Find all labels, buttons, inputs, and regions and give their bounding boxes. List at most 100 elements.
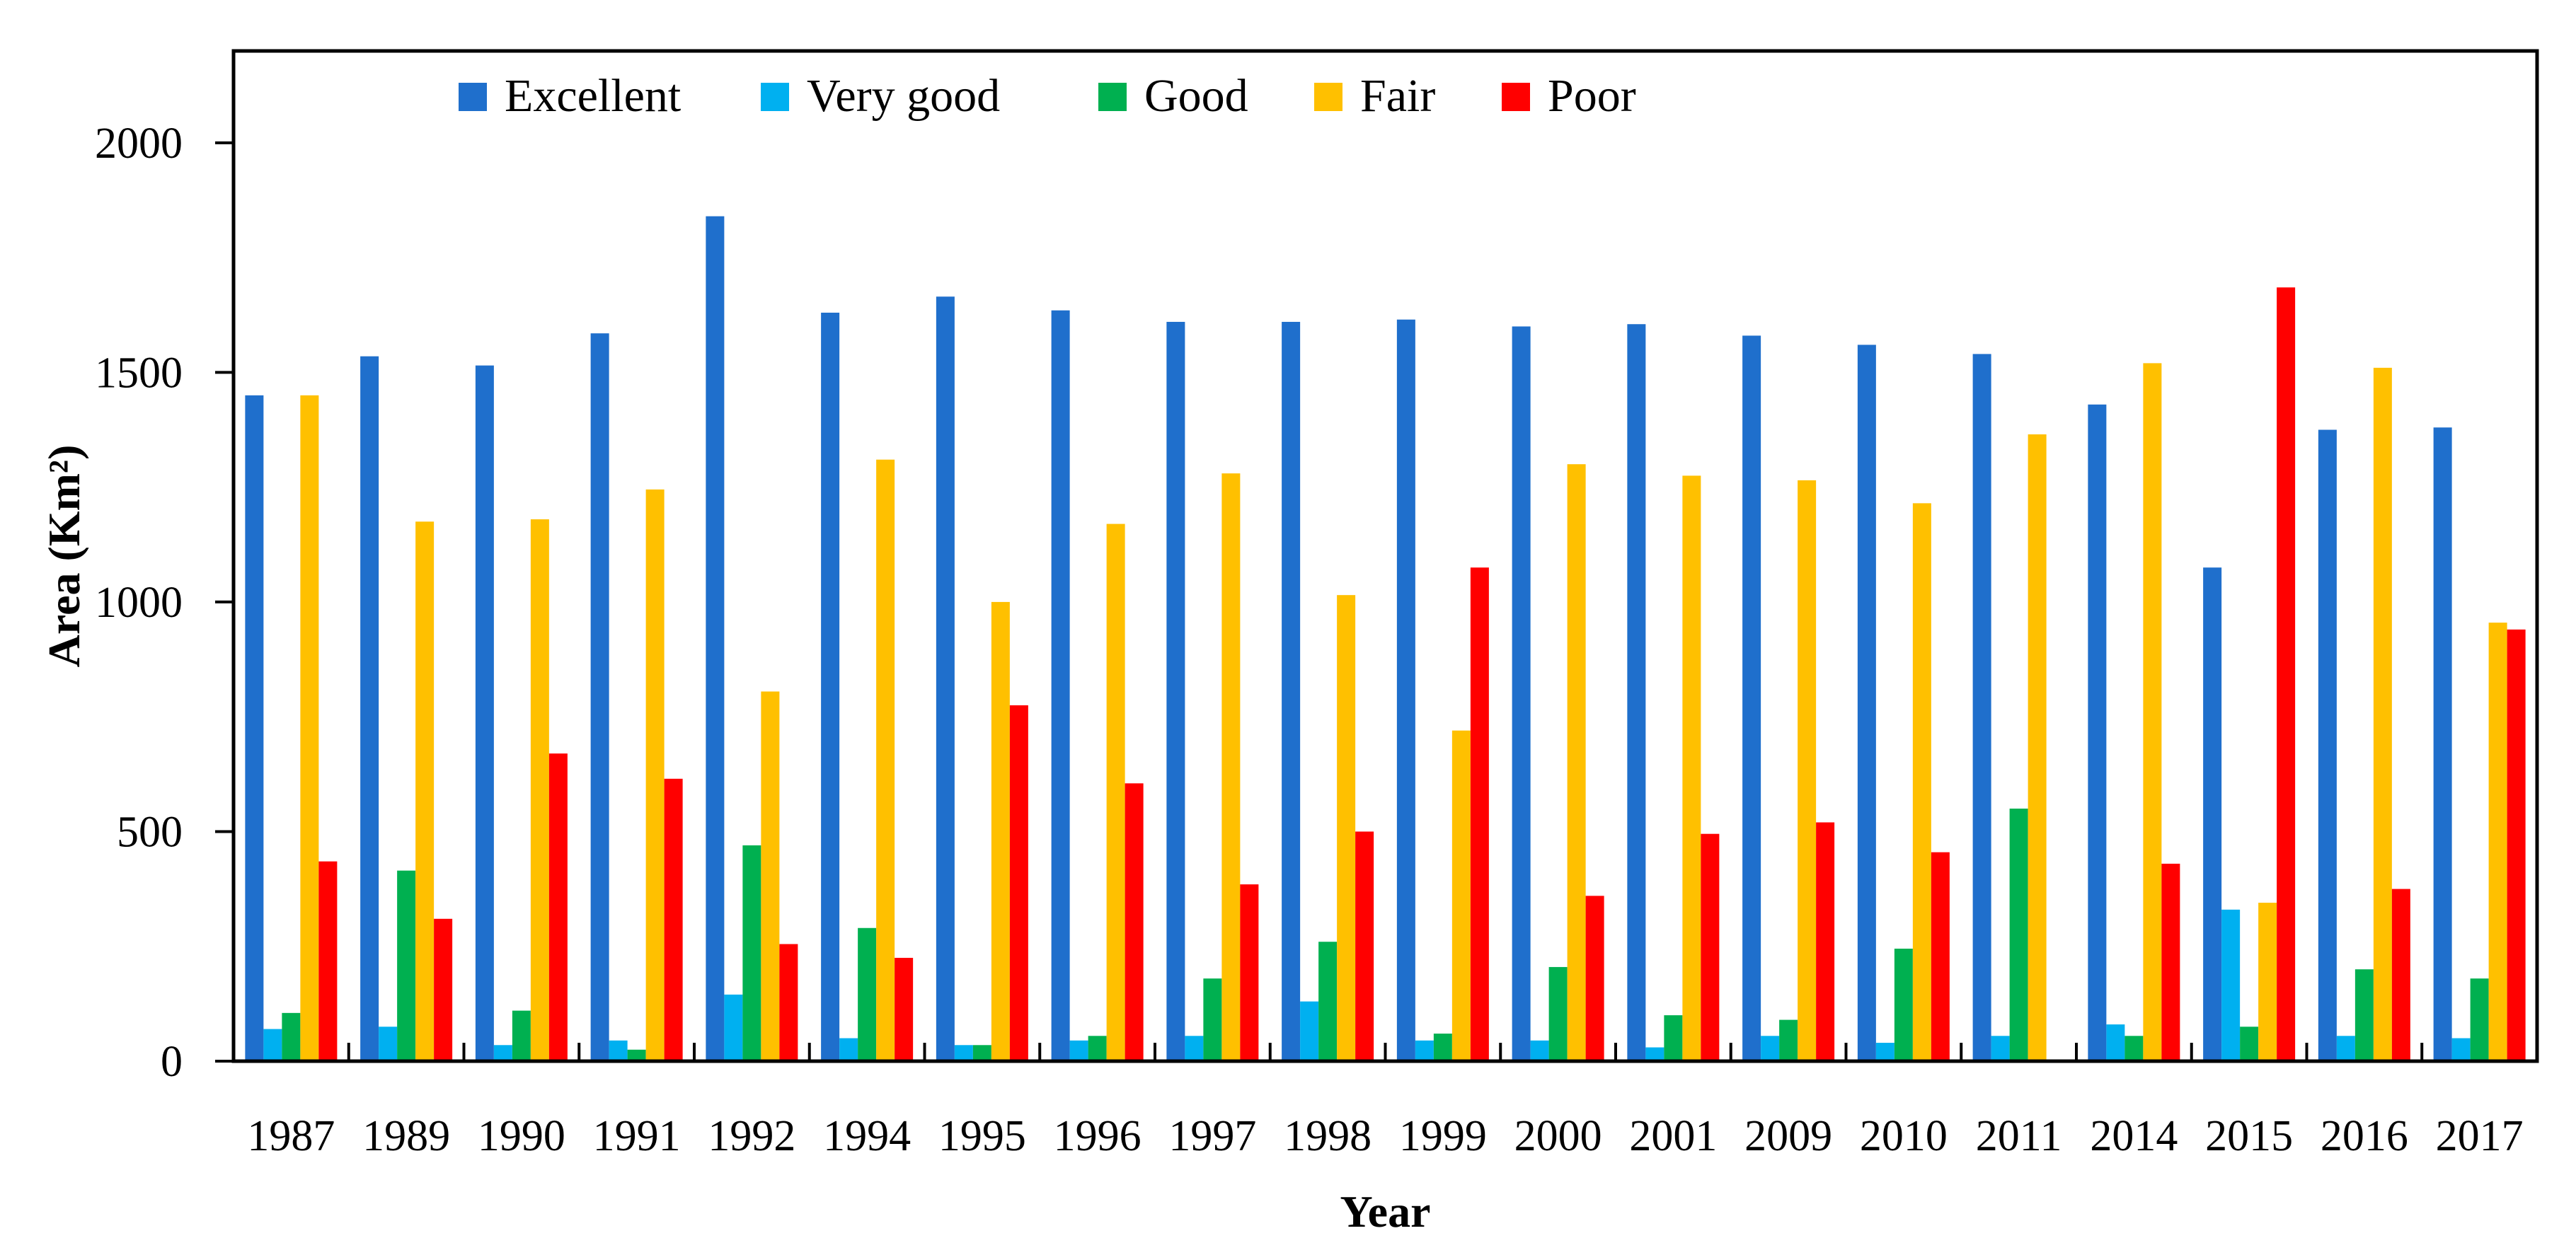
x-tick-label: 2015 xyxy=(2205,1112,2293,1160)
bar-good-1987 xyxy=(282,1012,301,1061)
bar-excellent-1990 xyxy=(475,365,494,1061)
bar-poor-2017 xyxy=(2507,629,2526,1061)
x-tick-label: 2001 xyxy=(1629,1112,1717,1160)
bar-fair-1989 xyxy=(415,521,435,1061)
bar-excellent-1994 xyxy=(821,312,840,1061)
bar-good-1997 xyxy=(1203,978,1222,1061)
bar-good-1998 xyxy=(1318,942,1338,1061)
legend-label-good: Good xyxy=(1144,70,1248,122)
bar-excellent-2011 xyxy=(1972,354,1991,1061)
bar-fair-1997 xyxy=(1221,473,1241,1061)
bar-good-2016 xyxy=(2354,969,2374,1061)
bar-very-good-2009 xyxy=(1761,1036,1780,1061)
bar-good-1994 xyxy=(858,927,877,1061)
bar-fair-1999 xyxy=(1451,730,1471,1061)
bar-good-1989 xyxy=(397,870,416,1061)
x-tick-label: 2000 xyxy=(1514,1112,1602,1160)
bar-poor-1991 xyxy=(664,778,683,1061)
bar-excellent-1992 xyxy=(706,216,725,1061)
bar-poor-1989 xyxy=(434,918,453,1061)
bar-poor-2010 xyxy=(1931,852,1950,1061)
y-tick-label: 0 xyxy=(161,1038,183,1086)
bar-very-good-1990 xyxy=(493,1045,512,1061)
y-tick-label: 500 xyxy=(117,808,183,856)
bar-poor-2015 xyxy=(2277,287,2296,1061)
x-tick-label: 1994 xyxy=(823,1112,911,1160)
bar-very-good-1987 xyxy=(263,1029,282,1061)
legend-label-excellent: Excellent xyxy=(505,70,681,122)
bar-very-good-2015 xyxy=(2221,909,2241,1061)
bar-good-1991 xyxy=(627,1049,646,1061)
bar-excellent-1987 xyxy=(245,395,264,1061)
bar-good-1995 xyxy=(972,1045,991,1061)
bar-excellent-2015 xyxy=(2203,567,2222,1061)
x-tick-label: 2009 xyxy=(1744,1112,1832,1160)
bar-very-good-2011 xyxy=(1991,1036,2010,1061)
x-tick-label: 2017 xyxy=(2436,1112,2524,1160)
y-axis-title: Area (Km²) xyxy=(39,445,89,668)
bar-poor-1998 xyxy=(1355,831,1374,1061)
bar-excellent-2010 xyxy=(1857,345,1876,1061)
bar-good-1990 xyxy=(512,1010,531,1061)
bar-fair-2016 xyxy=(2373,367,2392,1061)
legend-swatch-good xyxy=(1098,83,1127,111)
x-tick-label: 1998 xyxy=(1284,1112,1372,1160)
x-tick-label: 1987 xyxy=(247,1112,335,1160)
bar-poor-2001 xyxy=(1701,833,1720,1061)
bar-fair-1998 xyxy=(1337,595,1356,1061)
x-tick-label: 2016 xyxy=(2321,1112,2408,1160)
bar-very-good-1999 xyxy=(1415,1040,1434,1061)
bar-excellent-1997 xyxy=(1166,321,1185,1061)
bar-poor-2009 xyxy=(1816,822,1835,1061)
bar-poor-2014 xyxy=(2161,863,2180,1061)
bar-very-good-1989 xyxy=(379,1026,398,1061)
legend-label-fair: Fair xyxy=(1360,70,1435,122)
bar-fair-2015 xyxy=(2258,903,2277,1061)
x-tick-label: 1990 xyxy=(478,1112,565,1160)
y-axis: 0 500 1000 1500 2000 xyxy=(95,120,234,1086)
bar-very-good-2010 xyxy=(1875,1043,1894,1061)
bar-very-good-2016 xyxy=(2336,1036,2355,1061)
bar-very-good-1992 xyxy=(724,994,743,1061)
x-tick-label: 2010 xyxy=(1860,1112,1948,1160)
bar-excellent-2017 xyxy=(2433,427,2452,1061)
bars-layer xyxy=(245,216,2526,1062)
legend-swatch-poor xyxy=(1502,83,1530,111)
legend-label-poor: Poor xyxy=(1548,70,1636,122)
bar-excellent-1998 xyxy=(1282,321,1301,1061)
bar-excellent-1991 xyxy=(590,333,609,1061)
x-axis: 1987 1989 1990 1991 1992 1994 1995 1996 1997 1998… xyxy=(247,1043,2524,1160)
bar-fair-1991 xyxy=(645,489,665,1061)
bar-very-good-2017 xyxy=(2451,1038,2471,1061)
bar-good-2014 xyxy=(2124,1036,2144,1061)
bar-fair-2010 xyxy=(1912,503,1931,1061)
bar-fair-1992 xyxy=(761,691,780,1061)
bar-poor-1996 xyxy=(1125,783,1144,1061)
bar-very-good-1997 xyxy=(1185,1036,1204,1061)
legend-swatch-excellent xyxy=(459,83,487,111)
bar-poor-1999 xyxy=(1470,567,1489,1061)
legend-swatch-fair xyxy=(1314,83,1342,111)
x-tick-label: 1989 xyxy=(362,1112,450,1160)
bar-very-good-2001 xyxy=(1645,1047,1664,1061)
bar-poor-1987 xyxy=(318,861,338,1061)
legend-label-very-good: Very good xyxy=(807,70,1000,122)
bar-poor-1990 xyxy=(548,753,568,1061)
bar-excellent-2001 xyxy=(1627,324,1646,1061)
bar-fair-1995 xyxy=(991,601,1010,1061)
bar-fair-2009 xyxy=(1798,480,1817,1061)
x-tick-label: 1992 xyxy=(708,1112,795,1160)
bar-good-1992 xyxy=(742,845,761,1061)
bar-good-2000 xyxy=(1548,966,1568,1061)
bar-good-2009 xyxy=(1779,1019,1798,1061)
bar-excellent-2000 xyxy=(1512,326,1531,1061)
bar-fair-2017 xyxy=(2488,623,2507,1061)
bar-excellent-2009 xyxy=(1742,335,1761,1061)
bar-poor-1995 xyxy=(1009,705,1028,1061)
y-tick-label: 1000 xyxy=(95,579,183,627)
bar-poor-2000 xyxy=(1585,896,1604,1061)
bar-good-1999 xyxy=(1433,1034,1452,1061)
bar-fair-1990 xyxy=(530,519,549,1061)
x-axis-title: Year xyxy=(1340,1186,1431,1237)
